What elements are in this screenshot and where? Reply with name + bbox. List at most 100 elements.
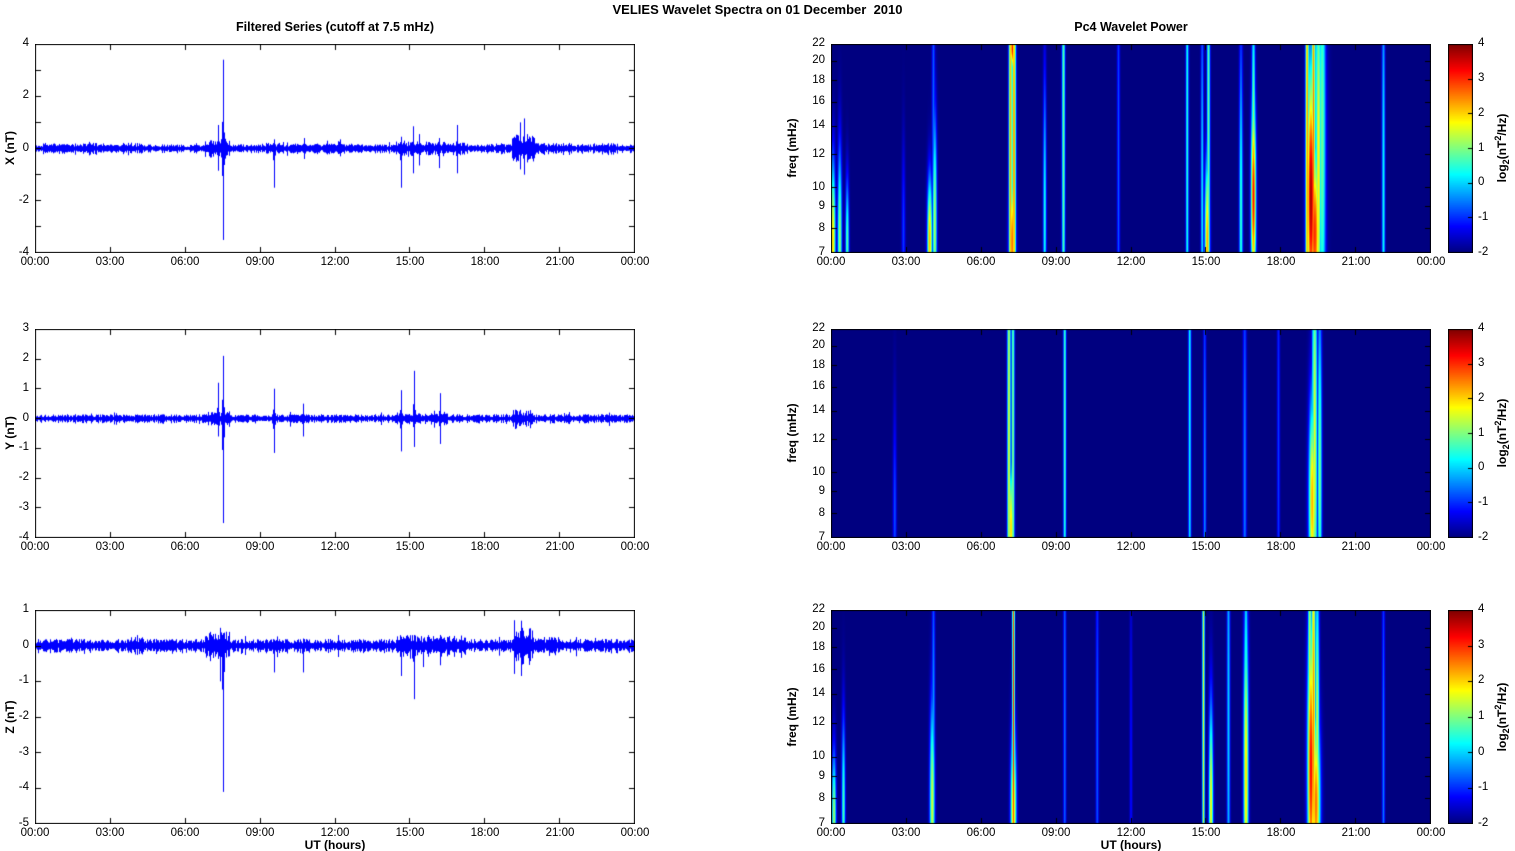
colorbar-tick-label: 2 bbox=[1478, 674, 1485, 687]
y-tick-label: 0 bbox=[22, 141, 29, 154]
colorbar-tick-label: 4 bbox=[1478, 322, 1485, 334]
x-tick-label: 00:00 bbox=[620, 541, 650, 553]
x-tick-label: 12:00 bbox=[320, 256, 350, 268]
freq-tick-label: 18 bbox=[812, 358, 825, 371]
freq-tick-label: 12 bbox=[812, 147, 825, 160]
left-column-title: Filtered Series (cutoff at 7.5 mHz) bbox=[236, 20, 434, 34]
x-tick-label: 03:00 bbox=[95, 256, 125, 268]
x-tick-label: 12:00 bbox=[1116, 256, 1146, 268]
y-tick-label: 3 bbox=[22, 322, 29, 334]
y-tick-label: -1 bbox=[18, 441, 29, 454]
right-column-title: Pc4 Wavelet Power bbox=[1074, 20, 1188, 34]
x-tick-label: 21:00 bbox=[545, 827, 575, 839]
y-tick-label: 1 bbox=[22, 381, 29, 394]
y-tick-label: 0 bbox=[22, 411, 29, 424]
y-tick-label: -2 bbox=[18, 710, 29, 722]
x-tick-label: 09:00 bbox=[1041, 256, 1071, 268]
colorbar-tick-label: 1 bbox=[1478, 141, 1485, 154]
freq-tick-label: 16 bbox=[812, 662, 825, 675]
freq-tick-label: 7 bbox=[818, 531, 825, 543]
x-tick-label: 00:00 bbox=[816, 541, 846, 553]
xlabel-right: UT (hours) bbox=[1100, 838, 1162, 851]
freq-tick-label: 12 bbox=[812, 716, 825, 729]
freq-tick-label: 9 bbox=[818, 770, 825, 783]
x-tick-label: 15:00 bbox=[395, 256, 425, 268]
freq-tick-label: 8 bbox=[818, 506, 825, 519]
colorbar-tick-label: 3 bbox=[1478, 638, 1485, 651]
x-tick-label: 06:00 bbox=[170, 256, 200, 268]
x-tick-label: 18:00 bbox=[470, 541, 500, 553]
wavelet-z-canvas bbox=[831, 610, 1431, 824]
colorbar-tick-label: -2 bbox=[1478, 246, 1489, 258]
freq-tick-label: 22 bbox=[812, 322, 825, 334]
freq-tick-label: 10 bbox=[812, 750, 825, 763]
x-tick-label: 18:00 bbox=[1266, 827, 1296, 839]
x-tick-label: 18:00 bbox=[1266, 541, 1296, 553]
colorbar-tick-label: 0 bbox=[1478, 461, 1485, 474]
x-tick-label: 15:00 bbox=[1191, 541, 1221, 553]
x-tick-label: 21:00 bbox=[1341, 541, 1371, 553]
wavelet-x-canvas bbox=[831, 44, 1431, 253]
colorbar-tick-label: -2 bbox=[1478, 817, 1489, 829]
x-tick-label: 06:00 bbox=[966, 256, 996, 268]
x-tick-label: 12:00 bbox=[1116, 541, 1146, 553]
freq-tick-label: 22 bbox=[812, 603, 825, 615]
y-tick-label: 1 bbox=[22, 603, 29, 615]
x-tick-label: 00:00 bbox=[1416, 256, 1446, 268]
colorbar-tick-label: 0 bbox=[1478, 745, 1485, 758]
x-tick-label: 00:00 bbox=[620, 827, 650, 839]
colorbar-tick-label: -1 bbox=[1478, 211, 1489, 224]
colorbar-tick-label: 4 bbox=[1478, 37, 1485, 49]
freq-tick-label: 20 bbox=[812, 54, 825, 67]
timeseries-z-canvas bbox=[35, 610, 635, 824]
figure-title: VELIES Wavelet Spectra on 01 December 20… bbox=[612, 2, 903, 17]
freq-tick-label: 18 bbox=[812, 73, 825, 86]
y-tick-label: -4 bbox=[18, 781, 29, 794]
freq-tick-label: 14 bbox=[812, 404, 825, 417]
freq-tick-label: 16 bbox=[812, 95, 825, 108]
x-tick-label: 06:00 bbox=[966, 827, 996, 839]
x-tick-label: 09:00 bbox=[245, 256, 275, 268]
x-tick-label: 03:00 bbox=[891, 827, 921, 839]
x-tick-label: 18:00 bbox=[470, 256, 500, 268]
x-tick-label: 18:00 bbox=[1266, 256, 1296, 268]
freq-tick-label: 14 bbox=[812, 119, 825, 132]
x-tick-label: 03:00 bbox=[891, 256, 921, 268]
x-tick-label: 15:00 bbox=[1191, 827, 1221, 839]
colorbar-tick-label: 1 bbox=[1478, 710, 1485, 722]
x-tick-label: 09:00 bbox=[1041, 827, 1071, 839]
freq-tick-label: 9 bbox=[818, 200, 825, 213]
x-tick-label: 09:00 bbox=[245, 827, 275, 839]
y-tick-label: -4 bbox=[18, 246, 29, 258]
y-tick-label: 0 bbox=[22, 638, 29, 651]
freq-tick-label: 20 bbox=[812, 339, 825, 352]
freq-tick-label: 20 bbox=[812, 620, 825, 633]
x-tick-label: 12:00 bbox=[320, 827, 350, 839]
x-tick-label: 00:00 bbox=[20, 541, 50, 553]
x-tick-label: 21:00 bbox=[545, 541, 575, 553]
colorbar-tick-label: -1 bbox=[1478, 781, 1489, 794]
colorbar-tick-label: 4 bbox=[1478, 603, 1485, 615]
x-tick-label: 00:00 bbox=[20, 827, 50, 839]
y-tick-label: 4 bbox=[22, 37, 29, 49]
colorbar-tick-label: 1 bbox=[1478, 426, 1485, 439]
y-tick-label: 2 bbox=[22, 351, 29, 364]
x-tick-label: 21:00 bbox=[1341, 827, 1371, 839]
freq-tick-label: 16 bbox=[812, 380, 825, 393]
colorbar-tick-label: 3 bbox=[1478, 71, 1485, 84]
x-tick-label: 00:00 bbox=[816, 827, 846, 839]
colorbar-tick-label: -2 bbox=[1478, 531, 1489, 543]
x-tick-label: 03:00 bbox=[95, 541, 125, 553]
x-tick-label: 00:00 bbox=[1416, 541, 1446, 553]
x-tick-label: 06:00 bbox=[170, 541, 200, 553]
freq-tick-label: 22 bbox=[812, 37, 825, 49]
x-tick-label: 15:00 bbox=[1191, 256, 1221, 268]
x-tick-label: 03:00 bbox=[891, 541, 921, 553]
y-tick-label: -4 bbox=[18, 531, 29, 543]
x-tick-label: 15:00 bbox=[395, 827, 425, 839]
y-tick-label: -1 bbox=[18, 674, 29, 687]
colorbar-tick-label: 0 bbox=[1478, 176, 1485, 189]
x-tick-label: 12:00 bbox=[1116, 827, 1146, 839]
x-tick-label: 21:00 bbox=[1341, 256, 1371, 268]
